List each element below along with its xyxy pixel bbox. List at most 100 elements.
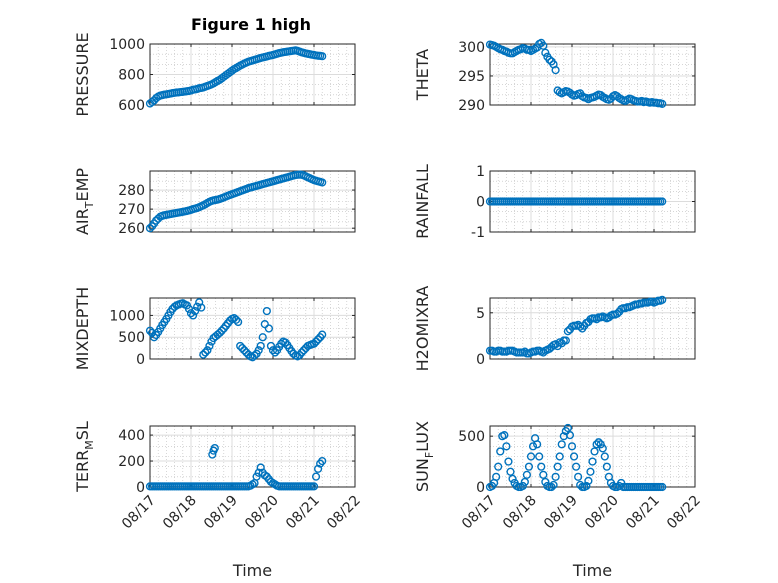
data-point (203, 346, 212, 355)
data-point (590, 447, 599, 456)
y-axis-label: MIXDEPTH (73, 287, 92, 370)
data-point (186, 309, 196, 318)
data-point (588, 457, 597, 466)
data-point (145, 224, 155, 233)
data-point (545, 55, 554, 64)
data-point (188, 311, 198, 320)
data-point (236, 341, 245, 351)
y-tick-label: 260 (118, 221, 145, 237)
x-axis-label: Time (572, 561, 612, 580)
data-point (260, 320, 269, 329)
data-point (297, 348, 306, 357)
data-point (318, 330, 327, 339)
data-point (193, 302, 202, 311)
panel-mixdepth: 0 500 1000 MIXDEPTH (73, 287, 356, 370)
panel-h2omixra: 0 5 H2OMIXRA (413, 286, 696, 371)
data-point (658, 482, 667, 492)
y-tick-label: 0 (476, 352, 485, 368)
panel-rainfall: -1 0 1 RAINFALL (413, 164, 696, 241)
data-point (576, 322, 585, 331)
data-point (596, 440, 605, 449)
data-point (553, 462, 562, 471)
x-tick-label: 08/19 (201, 493, 241, 533)
data-point (551, 66, 560, 75)
data-point (252, 472, 261, 481)
data-point (258, 333, 267, 342)
data-point (250, 351, 259, 360)
data-point (658, 295, 667, 304)
data-point (318, 52, 327, 61)
data-point (264, 324, 274, 333)
x-tick-label: 08/18 (160, 493, 200, 533)
data-point (567, 442, 577, 451)
data-point (602, 462, 611, 471)
y-tick-label: -1 (471, 225, 485, 241)
data-point (658, 99, 667, 108)
data-point (582, 481, 591, 491)
y-tick-label: 5 (476, 306, 485, 322)
data-point (318, 178, 327, 187)
y-axis-label: PRESSURE (73, 32, 92, 116)
panel-pressure: 600 800 1000 PRESSURE (73, 32, 356, 117)
data-point (539, 470, 548, 479)
data-point (598, 444, 607, 453)
data-point (569, 452, 579, 461)
data-point (266, 341, 276, 351)
y-tick-label: 290 (458, 98, 485, 114)
data-point (504, 457, 513, 466)
x-tick-label: 08/18 (500, 493, 540, 533)
data-point (526, 452, 536, 461)
axes-box (489, 297, 696, 360)
data-point (240, 346, 249, 355)
data-point (617, 478, 626, 488)
axes-box (489, 43, 696, 106)
data-point (600, 452, 609, 461)
y-tick-label: 0 (476, 480, 485, 496)
y-axis-label: TERRMSL (73, 421, 96, 493)
data-point (494, 462, 503, 471)
data-point (658, 197, 667, 206)
data-point (227, 66, 237, 75)
data-point (215, 328, 224, 337)
data-point (522, 470, 532, 479)
x-tick-label: 08/22 (664, 493, 704, 533)
y-tick-label: 1000 (109, 308, 145, 324)
data-point (238, 344, 247, 353)
data-point (592, 440, 601, 449)
x-tick-label: 08/19 (541, 493, 581, 533)
data-point (152, 94, 161, 103)
x-axis-label: Time (232, 561, 272, 580)
data-point (584, 476, 593, 486)
data-point (541, 477, 550, 487)
data-point (262, 306, 271, 316)
data-point (254, 346, 263, 355)
x-tick-label: 08/21 (283, 493, 323, 533)
data-point (549, 480, 558, 490)
x-tick-label: 08/20 (242, 493, 282, 533)
data-point (210, 443, 219, 453)
data-point (563, 423, 573, 433)
data-point (496, 447, 505, 456)
data-point (612, 309, 622, 318)
y-axis-label: SUNFLUX (413, 421, 436, 492)
data-point (256, 341, 265, 351)
data-point (314, 335, 323, 344)
y-tick-label: 270 (118, 202, 145, 218)
data-point (555, 452, 564, 461)
panel-sun_flux: 0 500 08/17 08/18 08/19 08/20 08/21 08/22 Time SU… (413, 421, 704, 580)
data-point (311, 472, 321, 481)
y-tick-label: 400 (118, 428, 145, 444)
data-point (520, 477, 529, 487)
data-point (199, 350, 208, 359)
data-point (268, 346, 278, 355)
y-tick-label: 1 (476, 164, 485, 180)
axes-box (149, 425, 356, 488)
y-tick-label: 500 (458, 429, 485, 445)
y-axis-label: RAINFALL (413, 164, 432, 239)
x-tick-label: 08/17 (459, 493, 499, 533)
data-point (492, 472, 501, 481)
data-point (256, 463, 265, 472)
data-point (563, 327, 573, 336)
y-tick-label: 295 (458, 69, 485, 85)
